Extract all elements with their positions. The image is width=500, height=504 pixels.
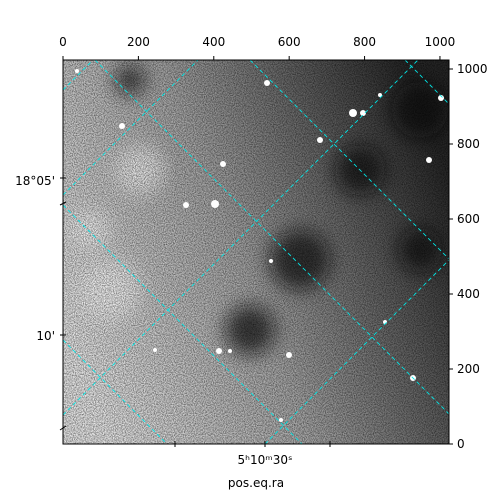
x-axis-label: pos.eq.ra bbox=[228, 476, 284, 490]
coordinate-grid bbox=[63, 60, 449, 444]
x-tick-label: 800 bbox=[353, 35, 376, 49]
sky-image bbox=[63, 60, 449, 444]
y2-tick-label: 0 bbox=[457, 437, 465, 451]
dec-tick-label: 18°05' bbox=[15, 174, 55, 188]
ra-tick-label: 5ʰ10ᵐ30ˢ bbox=[238, 453, 293, 467]
x-tick-label: 0 bbox=[59, 35, 67, 49]
y2-tick-label: 1000 bbox=[457, 62, 488, 76]
x-tick-label: 400 bbox=[202, 35, 225, 49]
world-ticks bbox=[59, 177, 331, 447]
axes-frame bbox=[62, 59, 450, 445]
y2-tick-label: 600 bbox=[457, 212, 480, 226]
x-tick-label: 1000 bbox=[425, 35, 456, 49]
y2-tick-label: 200 bbox=[457, 362, 480, 376]
y2-tick-label: 400 bbox=[457, 287, 480, 301]
x-tick-label: 600 bbox=[278, 35, 301, 49]
y2-tick-label: 800 bbox=[457, 137, 480, 151]
x-tick-label: 200 bbox=[127, 35, 150, 49]
dec-tick-label: 10' bbox=[36, 329, 55, 343]
